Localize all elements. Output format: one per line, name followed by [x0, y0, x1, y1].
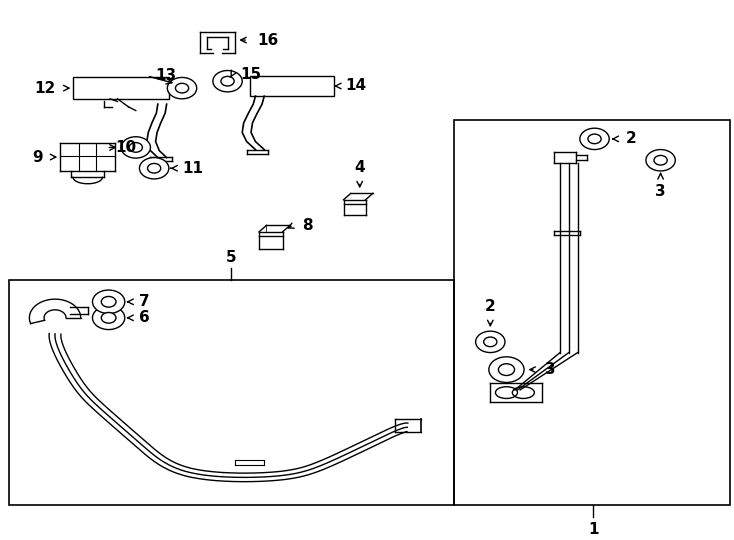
Circle shape [654, 156, 667, 165]
Text: 2: 2 [485, 299, 495, 314]
Text: 11: 11 [182, 161, 203, 176]
Circle shape [221, 76, 234, 86]
Circle shape [476, 331, 505, 353]
Circle shape [101, 313, 116, 323]
Text: 3: 3 [545, 362, 555, 377]
Circle shape [489, 357, 524, 382]
Circle shape [213, 71, 242, 92]
Circle shape [167, 77, 197, 99]
Circle shape [484, 337, 497, 347]
Text: 14: 14 [345, 78, 366, 93]
Text: 1: 1 [588, 522, 598, 537]
Circle shape [175, 83, 189, 93]
Text: 5: 5 [226, 250, 236, 265]
Text: 13: 13 [156, 69, 177, 83]
Text: 4: 4 [355, 160, 365, 174]
Circle shape [121, 137, 150, 158]
Text: 16: 16 [257, 32, 278, 48]
Circle shape [92, 290, 125, 314]
Text: 3: 3 [655, 184, 666, 199]
Circle shape [646, 150, 675, 171]
Circle shape [139, 158, 169, 179]
Text: 8: 8 [302, 218, 313, 233]
Text: 6: 6 [139, 310, 150, 325]
Text: 10: 10 [115, 140, 137, 155]
Text: 7: 7 [139, 294, 150, 309]
Circle shape [580, 128, 609, 150]
Circle shape [92, 306, 125, 329]
Circle shape [498, 364, 515, 375]
Circle shape [129, 143, 142, 152]
Circle shape [588, 134, 601, 144]
Text: 15: 15 [241, 68, 262, 82]
Circle shape [148, 164, 161, 173]
Text: 9: 9 [32, 150, 43, 165]
Text: 2: 2 [625, 131, 636, 146]
Circle shape [101, 296, 116, 307]
Text: 12: 12 [34, 80, 56, 96]
